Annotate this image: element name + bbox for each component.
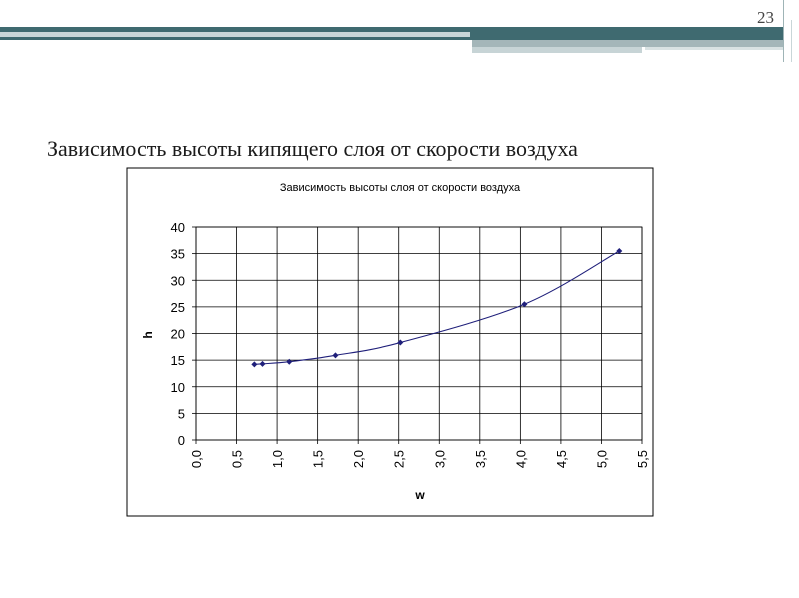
data-point [616,247,623,254]
x-tick-label: 1,5 [311,450,326,468]
data-point [259,360,266,367]
x-tick-label: 4,0 [513,450,528,468]
decorative-bar [472,47,642,53]
decorative-line [791,20,792,62]
y-tick-label: 40 [171,220,185,235]
x-tick-label: 2,0 [351,450,366,468]
data-point [397,339,404,346]
x-tick-label: 0,0 [189,450,204,468]
y-tick-label: 35 [171,247,185,262]
y-axis-label: h [141,331,155,338]
x-tick-labels: 0,0 0,5 1,0 1,5 2,0 2,5 3,0 3,5 4,0 4,5 5,0 5,5 [189,450,650,468]
y-tick-label: 25 [171,300,185,315]
series-points [251,247,623,368]
header-bar-highlight [0,32,470,37]
chart-frame [126,167,654,517]
x-tick-label: 5,5 [635,450,650,468]
decorative-line [783,0,784,62]
plot-area-border [195,226,643,441]
chart-grid [192,226,643,444]
data-point [332,352,339,359]
x-tick-label: 3,0 [432,450,447,468]
decorative-bar [645,47,784,50]
slide-number: 23 [757,8,774,27]
x-tick-label: 3,5 [473,450,488,468]
decorative-bar [472,40,784,47]
y-tick-label: 10 [171,380,185,395]
chart-title: Зависимость высоты слоя от скорости возд… [280,182,521,194]
data-point [286,358,293,365]
slide-title: Зависимость высоты кипящего слоя от скор… [47,136,578,161]
y-tick-label: 30 [171,273,185,288]
x-axis-label: w [414,488,425,502]
x-tick-label: 4,5 [554,450,569,468]
y-tick-label: 15 [171,353,185,368]
data-point [521,301,528,308]
y-tick-label: 5 [178,406,185,421]
x-tick-label: 5,0 [594,450,609,468]
y-tick-labels: 0 5 10 15 20 25 30 35 40 [171,220,185,448]
x-tick-label: 0,5 [230,450,245,468]
y-tick-label: 20 [171,327,185,342]
y-tick-label: 0 [178,433,185,448]
data-point [251,361,258,368]
x-tick-label: 2,5 [392,450,407,468]
x-tick-label: 1,0 [270,450,285,468]
